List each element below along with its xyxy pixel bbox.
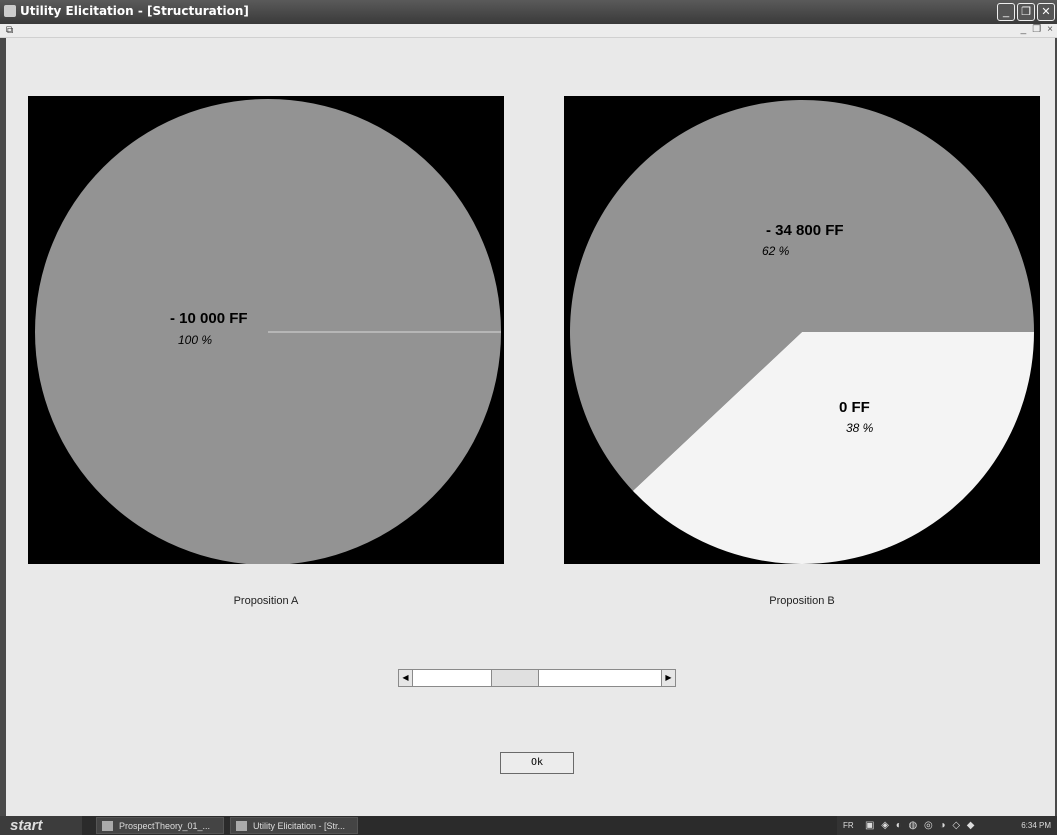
window-title: Utility Elicitation - [Structuration] bbox=[20, 4, 249, 18]
pie-chart-a: - 10 000 FF 100 % bbox=[28, 96, 504, 564]
mdi-close-button[interactable]: × bbox=[1047, 24, 1053, 35]
pie-b-slice-1 bbox=[632, 332, 1034, 564]
slider-thumb[interactable] bbox=[491, 670, 540, 686]
taskbar-item-prospect-theory[interactable]: ProspectTheory_01_... bbox=[96, 817, 224, 834]
taskbar-item-label: Utility Elicitation - [Str... bbox=[253, 821, 346, 831]
clock: 6:34 PM bbox=[1021, 821, 1051, 830]
minimize-button[interactable]: _ bbox=[997, 3, 1015, 21]
pie-b-slice-percent-1: 38 % bbox=[846, 421, 874, 435]
maximize-button[interactable]: ❐ bbox=[1017, 3, 1035, 21]
scroll-right-arrow-icon[interactable]: ▶ bbox=[661, 670, 675, 686]
pie-a-slice-percent: 100 % bbox=[178, 333, 213, 347]
taskbar: start ProspectTheory_01_... Utility Elic… bbox=[0, 816, 1057, 835]
scroll-left-arrow-icon[interactable]: ◀ bbox=[399, 670, 413, 686]
mdi-restore-button[interactable]: ❐ bbox=[1032, 24, 1042, 35]
ok-button[interactable]: Ok bbox=[500, 752, 574, 774]
pie-b-slice-0 bbox=[569, 99, 1034, 491]
pie-chart-b: - 34 800 FF 62 % 0 FF 38 % bbox=[564, 96, 1040, 564]
mdi-menubar: ⧉ _ ❐ × bbox=[0, 24, 1057, 38]
pie-b-slice-label-1: 0 FF bbox=[839, 399, 870, 416]
mdi-child-icon[interactable]: ⧉ bbox=[6, 25, 14, 36]
tray-icons[interactable]: ▣ ◈ ◐ ◍ ◎ ◑ ◇ ◆ bbox=[865, 820, 977, 831]
taskbar-item-utility-elicitation[interactable]: Utility Elicitation - [Str... bbox=[230, 817, 358, 834]
system-tray: FR ▣ ◈ ◐ ◍ ◎ ◑ ◇ ◆ 6:34 PM bbox=[837, 816, 1057, 835]
taskbar-item-label: ProspectTheory_01_... bbox=[119, 821, 211, 831]
document-icon bbox=[102, 821, 113, 831]
window-icon bbox=[236, 821, 247, 831]
language-indicator[interactable]: FR bbox=[843, 821, 854, 830]
close-button[interactable]: ✕ bbox=[1037, 3, 1055, 21]
pie-b-slice-percent-0: 62 % bbox=[762, 244, 790, 258]
pie-b-slice-label-0: - 34 800 FF bbox=[766, 222, 844, 239]
mdi-minimize-button[interactable]: _ bbox=[1020, 24, 1027, 35]
window-titlebar: Utility Elicitation - [Structuration] _ … bbox=[0, 0, 1057, 24]
proposition-b-label: Proposition B bbox=[769, 595, 835, 607]
pie-a-slice-label: - 10 000 FF bbox=[170, 310, 248, 327]
app-icon[interactable] bbox=[4, 5, 16, 17]
client-area: - 10 000 FF 100 % - 34 800 FF 62 % 0 FF … bbox=[6, 38, 1055, 816]
preference-slider[interactable]: ◀ ▶ bbox=[398, 669, 676, 687]
proposition-a-label: Proposition A bbox=[233, 595, 299, 607]
start-button[interactable]: start bbox=[0, 816, 82, 835]
